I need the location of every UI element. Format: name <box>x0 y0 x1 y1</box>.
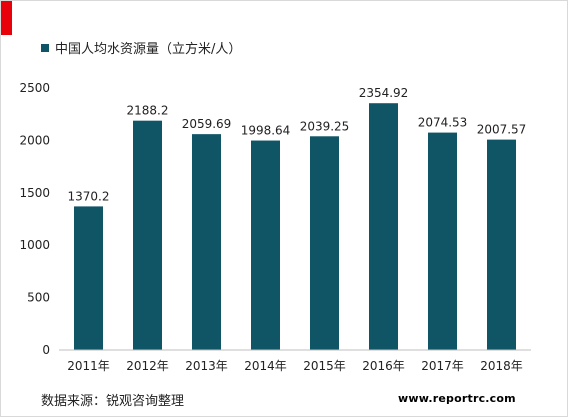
x-axis: 2011年 2012年 2013年 2014年 2015年 2016年 2017年 2018年 <box>59 349 531 373</box>
legend: 中国人均水资源量（立方米/人） <box>41 38 241 57</box>
y-tick-label: 1000 <box>19 238 50 252</box>
accent-bar <box>1 1 12 35</box>
bar <box>74 206 103 350</box>
x-tick-label: 2015年 <box>303 359 346 373</box>
data-label: 2007.57 <box>477 123 527 137</box>
bar <box>192 134 221 350</box>
bar <box>251 140 280 350</box>
legend-label: 中国人均水资源量（立方米/人） <box>55 42 242 57</box>
y-tick-label: 2000 <box>19 133 50 147</box>
data-label: 1998.64 <box>241 124 291 138</box>
x-tick-label: 2016年 <box>362 359 405 373</box>
data-label: 2074.53 <box>418 116 468 130</box>
website-url: www.reportrc.com <box>398 392 516 405</box>
data-source: 数据来源：锐观咨询整理 <box>41 394 185 409</box>
bars: 1370.2 2188.2 2059.69 1998.64 2039.25 2354.92… <box>68 86 527 351</box>
bar <box>369 103 398 351</box>
y-tick-label: 500 <box>27 291 50 305</box>
x-tick-label: 2014年 <box>244 359 287 373</box>
y-tick-label: 1500 <box>19 186 50 200</box>
bar <box>310 136 339 350</box>
bar <box>487 139 516 350</box>
y-tick-label: 0 <box>42 343 50 357</box>
x-tick-label: 2012年 <box>126 359 169 373</box>
data-label: 1370.2 <box>68 189 110 203</box>
data-label: 2039.25 <box>300 119 350 133</box>
x-tick-label: 2018年 <box>480 359 523 373</box>
data-label: 2188.2 <box>127 104 169 118</box>
data-label: 2059.69 <box>182 117 232 131</box>
y-tick-label: 2500 <box>19 81 50 95</box>
bar-chart: 0 500 1000 1500 2000 2500 1370.2 2188.2 2059.69… <box>19 81 531 373</box>
x-tick-label: 2017年 <box>421 359 464 373</box>
legend-swatch <box>41 43 49 52</box>
x-tick-label: 2011年 <box>67 359 110 373</box>
x-tick-label: 2013年 <box>185 359 228 373</box>
y-axis: 0 500 1000 1500 2000 2500 <box>19 81 50 357</box>
bar <box>428 132 457 350</box>
data-label: 2354.92 <box>359 86 409 100</box>
bar <box>133 120 162 351</box>
